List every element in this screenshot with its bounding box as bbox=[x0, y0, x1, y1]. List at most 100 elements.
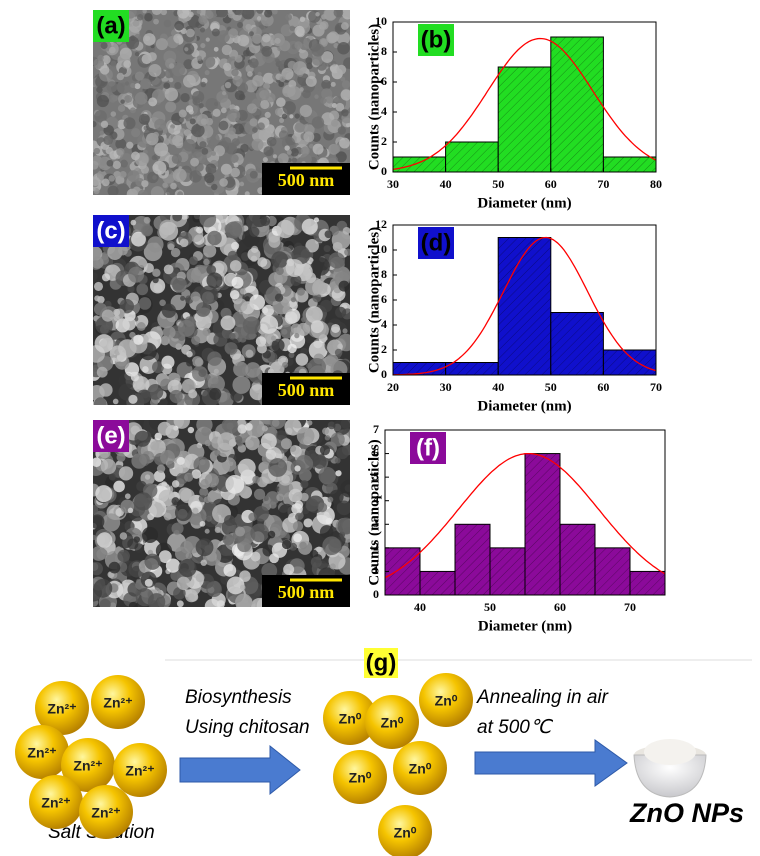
y-tick-label: 5 bbox=[373, 469, 379, 483]
grain bbox=[176, 576, 191, 590]
grain bbox=[194, 357, 204, 367]
grain bbox=[261, 33, 271, 43]
grain bbox=[221, 44, 233, 56]
bar bbox=[454, 523, 491, 596]
grain bbox=[108, 46, 116, 54]
grain bbox=[281, 539, 292, 550]
grain bbox=[157, 421, 172, 436]
grain bbox=[305, 498, 319, 512]
y-tick-label: 3 bbox=[373, 516, 379, 530]
grain bbox=[249, 384, 266, 401]
grain bbox=[235, 593, 253, 607]
grain bbox=[235, 526, 246, 537]
grain bbox=[108, 561, 121, 574]
grain bbox=[120, 99, 125, 104]
grain bbox=[195, 538, 214, 557]
grain bbox=[267, 530, 276, 539]
grain bbox=[209, 387, 222, 401]
sphere-label: Zn⁰ bbox=[409, 761, 432, 777]
grain bbox=[101, 55, 111, 65]
grain bbox=[282, 101, 296, 115]
grain bbox=[188, 389, 198, 399]
grain bbox=[333, 10, 344, 18]
grain bbox=[316, 546, 322, 553]
grain bbox=[335, 102, 345, 112]
grain bbox=[163, 82, 171, 89]
grain bbox=[327, 496, 334, 503]
grain bbox=[228, 28, 239, 39]
grain bbox=[233, 162, 239, 168]
grain bbox=[118, 466, 134, 481]
grain bbox=[105, 146, 114, 155]
grain bbox=[206, 264, 217, 275]
grain bbox=[255, 114, 260, 120]
grain bbox=[239, 570, 251, 582]
grain bbox=[191, 469, 202, 479]
grain bbox=[288, 80, 297, 89]
grain bbox=[119, 298, 135, 314]
grain bbox=[276, 430, 287, 441]
grain bbox=[305, 238, 319, 253]
grain bbox=[274, 293, 284, 302]
grain bbox=[319, 20, 329, 30]
grain bbox=[173, 586, 186, 600]
grain bbox=[163, 19, 172, 28]
grain bbox=[249, 226, 260, 237]
grain bbox=[234, 54, 243, 63]
grain bbox=[307, 420, 313, 426]
grain bbox=[217, 432, 236, 451]
grain bbox=[177, 191, 184, 195]
grain bbox=[207, 351, 222, 366]
grain bbox=[93, 58, 105, 69]
grain bbox=[299, 469, 312, 482]
y-tick-label: 1 bbox=[373, 563, 379, 577]
grain bbox=[174, 20, 184, 31]
grain bbox=[100, 41, 108, 50]
grain bbox=[340, 76, 346, 82]
grain bbox=[256, 16, 262, 21]
panel-label: (c) bbox=[96, 217, 125, 244]
grain bbox=[220, 163, 232, 175]
grain bbox=[251, 138, 264, 151]
grain bbox=[119, 170, 127, 178]
grain bbox=[134, 430, 151, 447]
grain bbox=[99, 65, 110, 75]
grain bbox=[138, 259, 148, 268]
grain bbox=[283, 563, 295, 575]
panel-label: (e) bbox=[96, 422, 125, 449]
grain bbox=[94, 110, 107, 123]
grain bbox=[288, 352, 295, 358]
grain bbox=[340, 89, 350, 101]
panel-label: (g) bbox=[366, 649, 397, 676]
sphere bbox=[29, 775, 83, 829]
sphere bbox=[393, 741, 447, 795]
grain bbox=[311, 54, 324, 66]
grain bbox=[293, 533, 303, 543]
grain bbox=[166, 188, 174, 195]
grain bbox=[336, 64, 347, 75]
grain bbox=[134, 492, 153, 511]
grain bbox=[164, 87, 179, 102]
grain bbox=[294, 25, 305, 37]
grain bbox=[200, 559, 208, 566]
grain bbox=[237, 21, 244, 29]
grain bbox=[202, 55, 216, 68]
grain bbox=[206, 272, 223, 289]
y-tick-label: 2 bbox=[373, 540, 379, 554]
grain bbox=[207, 230, 222, 246]
grain bbox=[244, 296, 250, 302]
grain bbox=[177, 319, 195, 337]
grain bbox=[215, 10, 228, 18]
grain bbox=[128, 20, 142, 33]
grain bbox=[159, 221, 179, 241]
grain bbox=[263, 82, 271, 90]
grain bbox=[201, 427, 211, 436]
bowl-icon bbox=[633, 739, 707, 798]
grain bbox=[290, 275, 302, 286]
grain bbox=[174, 546, 189, 561]
grain bbox=[162, 325, 176, 339]
grain bbox=[308, 143, 314, 149]
grain bbox=[200, 81, 207, 88]
grain bbox=[199, 215, 217, 228]
grain bbox=[335, 151, 347, 163]
